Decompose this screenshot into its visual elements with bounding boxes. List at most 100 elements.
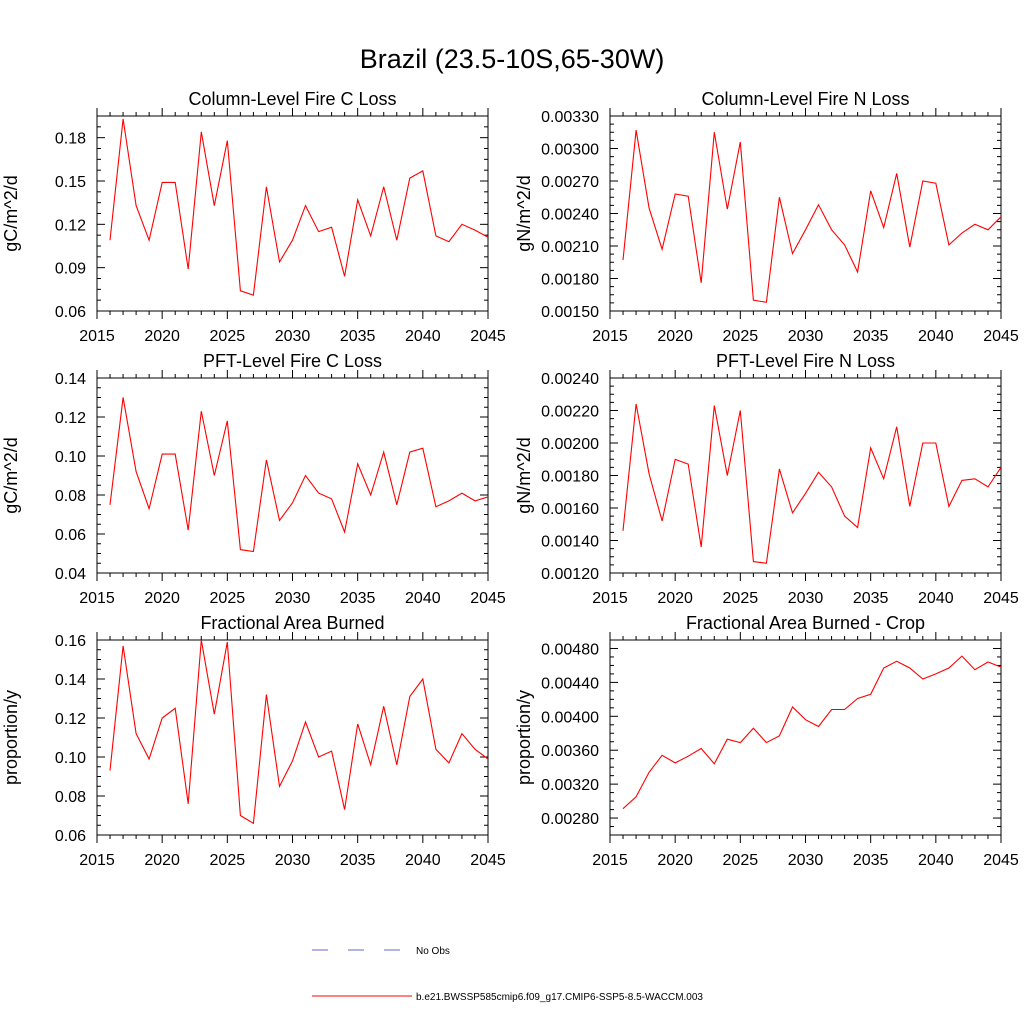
y-tick-label: 0.12: [55, 217, 86, 234]
panel-title: Column-Level Fire N Loss: [701, 89, 909, 109]
x-tick-label: 2015: [592, 328, 628, 345]
panel-4: 2015 2020 2025 2030 2035 2040 2045 0.00120 0.001…: [514, 351, 1019, 607]
y-tick-label: 0.12: [55, 711, 86, 728]
x-tick-label: 2020: [144, 328, 180, 345]
y-tick-label: 0.00150: [541, 304, 599, 321]
x-tick-label: 2045: [983, 328, 1019, 345]
x-tick-label: 2030: [275, 852, 311, 869]
y-axis-label: gC/m^2/d: [1, 437, 21, 513]
panel-title: Column-Level Fire C Loss: [188, 89, 396, 109]
panel-title: Fractional Area Burned: [200, 613, 384, 633]
y-tick-label: 0.06: [55, 304, 86, 321]
y-tick-label: 0.08: [55, 789, 86, 806]
y-tick-label: 0.00360: [541, 743, 599, 760]
x-tick-label: 2035: [340, 590, 376, 607]
x-tick-label: 2030: [275, 328, 311, 345]
panel-1: 2015 2020 2025 2030 2035 2040 2045 0.06 0.09 0.12…: [1, 89, 506, 345]
x-tick-label: 2045: [470, 590, 506, 607]
series-line: [622, 130, 1001, 303]
y-tick-label: 0.00200: [541, 436, 599, 453]
y-tick-label: 0.06: [55, 527, 86, 544]
y-tick-label: 0.10: [55, 750, 86, 767]
x-tick-label: 2035: [340, 852, 376, 869]
x-tick-label: 2025: [210, 590, 246, 607]
x-tick-label: 2030: [275, 590, 311, 607]
x-tick-label: 2020: [657, 328, 693, 345]
y-tick-label: 0.14: [55, 672, 86, 689]
y-tick-label: 0.00220: [541, 404, 599, 421]
x-tick-label: 2040: [918, 590, 954, 607]
y-tick-label: 0.04: [55, 566, 86, 583]
panels: 2015 2020 2025 2030 2035 2040 2045 0.06 0.09 0.12…: [1, 89, 1019, 869]
y-tick-label: 0.12: [55, 410, 86, 427]
panel-title: PFT-Level Fire N Loss: [716, 351, 895, 371]
y-tick-label: 0.00300: [541, 142, 599, 159]
x-tick-label: 2040: [918, 852, 954, 869]
panel-6: 2015 2020 2025 2030 2035 2040 2045 0.00280 0.003…: [514, 613, 1019, 869]
y-tick-label: 0.00400: [541, 709, 599, 726]
panel-2: 2015 2020 2025 2030 2035 2040 2045 0.00150 0.001…: [514, 89, 1019, 345]
x-tick-label: 2035: [340, 328, 376, 345]
series-line: [622, 403, 1001, 564]
y-tick-label: 0.00180: [541, 272, 599, 289]
x-tick-label: 2045: [470, 852, 506, 869]
y-tick-label: 0.00270: [541, 174, 599, 191]
panel-5: 2015 2020 2025 2030 2035 2040 2045 0.06 0.08 0.10…: [1, 613, 506, 869]
x-tick-label: 2025: [723, 590, 759, 607]
legend: No Obs b.e21.BWSSP585cmip6.f09_g17.CMIP6…: [312, 946, 703, 1003]
y-axis-label: proportion/y: [514, 690, 534, 785]
x-tick-label: 2015: [79, 852, 115, 869]
y-axis-label: proportion/y: [1, 690, 21, 785]
x-tick-label: 2035: [853, 852, 889, 869]
series-line: [109, 118, 488, 296]
x-tick-label: 2020: [144, 590, 180, 607]
y-tick-label: 0.10: [55, 449, 86, 466]
series-line: [109, 640, 488, 825]
y-tick-label: 0.00240: [541, 371, 599, 388]
y-tick-label: 0.00280: [541, 811, 599, 828]
x-tick-label: 2040: [405, 590, 441, 607]
x-tick-label: 2030: [788, 328, 824, 345]
figure-title: Brazil (23.5-10S,65-30W): [360, 44, 665, 74]
x-tick-label: 2045: [983, 590, 1019, 607]
x-tick-label: 2045: [470, 328, 506, 345]
x-tick-label: 2020: [657, 590, 693, 607]
y-tick-label: 0.09: [55, 261, 86, 278]
series-line: [109, 397, 488, 553]
y-tick-label: 0.16: [55, 633, 86, 650]
x-tick-label: 2045: [983, 852, 1019, 869]
y-tick-label: 0.14: [55, 371, 86, 388]
x-tick-label: 2025: [210, 852, 246, 869]
x-tick-label: 2040: [405, 852, 441, 869]
x-tick-label: 2015: [79, 328, 115, 345]
panel-3: 2015 2020 2025 2030 2035 2040 2045 0.04 0.06 0.08…: [1, 351, 506, 607]
y-tick-label: 0.00330: [541, 109, 599, 126]
y-tick-label: 0.08: [55, 488, 86, 505]
y-tick-label: 0.00140: [541, 534, 599, 551]
y-tick-label: 0.18: [55, 131, 86, 148]
x-tick-label: 2035: [853, 328, 889, 345]
y-tick-label: 0.00160: [541, 501, 599, 518]
y-axis-label: gN/m^2/d: [514, 175, 534, 251]
x-tick-label: 2025: [723, 852, 759, 869]
y-tick-label: 0.00180: [541, 469, 599, 486]
x-tick-label: 2030: [788, 852, 824, 869]
y-tick-label: 0.00320: [541, 777, 599, 794]
y-tick-label: 0.15: [55, 174, 86, 191]
x-tick-label: 2015: [79, 590, 115, 607]
panel-title: PFT-Level Fire C Loss: [203, 351, 382, 371]
x-tick-label: 2025: [210, 328, 246, 345]
x-tick-label: 2020: [144, 852, 180, 869]
y-tick-label: 0.00480: [541, 641, 599, 658]
y-tick-label: 0.00120: [541, 566, 599, 583]
y-tick-label: 0.00210: [541, 239, 599, 256]
x-tick-label: 2025: [723, 328, 759, 345]
y-tick-label: 0.00240: [541, 207, 599, 224]
x-tick-label: 2035: [853, 590, 889, 607]
x-tick-label: 2015: [592, 590, 628, 607]
y-tick-label: 0.00440: [541, 675, 599, 692]
series-line: [622, 655, 1001, 810]
y-axis-label: gC/m^2/d: [1, 175, 21, 251]
plot-frame: [609, 639, 1002, 836]
